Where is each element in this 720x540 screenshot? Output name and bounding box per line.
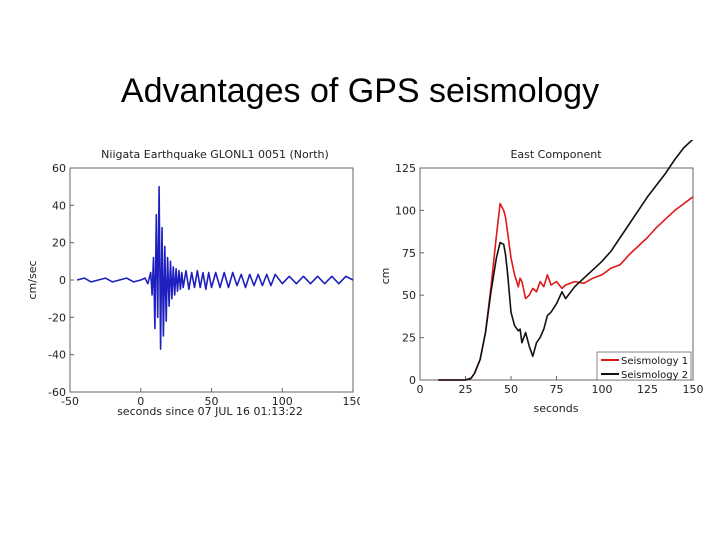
y-tick-label: 100 (395, 204, 416, 217)
y-tick-label: -60 (48, 386, 66, 399)
series-line-1 (76, 185, 354, 350)
y-tick-label: 0 (59, 274, 66, 287)
x-tick-label: 25 (459, 383, 473, 396)
legend-label-1: Seismology 1 (621, 356, 688, 367)
y-tick-label: 125 (395, 162, 416, 175)
x-tick-label: 150 (343, 395, 361, 408)
y-tick-label: 75 (402, 247, 416, 260)
y-tick-label: 40 (52, 199, 66, 212)
x-tick-label: 50 (205, 395, 219, 408)
y-tick-label: 25 (402, 332, 416, 345)
x-axis-label: seconds (534, 402, 579, 415)
legend-label-2: Seismology 2 (621, 370, 688, 381)
series-group (76, 185, 354, 350)
plot-frame (419, 167, 694, 381)
chart-title: Niigata Earthquake GLONL1 0051 (North) (101, 148, 329, 161)
chart-title: East Component (510, 148, 602, 161)
plot-frame (69, 167, 354, 393)
legend-box (596, 351, 692, 381)
y-tick-label: -20 (48, 311, 66, 324)
x-tick-label: 100 (272, 395, 293, 408)
y-tick-label: 60 (52, 162, 66, 175)
x-tick-label: -50 (61, 395, 79, 408)
x-axis-label: seconds since 07 JUL 16 01:13:22 (117, 405, 303, 418)
series-line-1 (438, 196, 694, 381)
series-group (438, 140, 694, 381)
x-tick-label: 75 (550, 383, 564, 396)
x-tick-label: 125 (637, 383, 658, 396)
x-tick-label: 0 (417, 383, 424, 396)
y-axis-label: cm/sec (26, 260, 39, 299)
y-tick-label: 50 (402, 289, 416, 302)
tick-group: 0 25 50 75 100 125 150 0 25 50 75 100 125 (395, 162, 704, 396)
velocity-chart: Niigata Earthquake GLONL1 0051 (North) -… (26, 148, 360, 418)
x-tick-label: 50 (504, 383, 518, 396)
x-tick-label: 100 (592, 383, 613, 396)
tick-group: -50 0 50 100 150 -60 -40 -20 0 20 40 60 (48, 162, 360, 408)
legend: Seismology 1 Seismology 2 (596, 351, 692, 381)
series-line-2 (438, 140, 694, 381)
y-axis-label: cm (379, 268, 392, 285)
y-tick-label: 20 (52, 237, 66, 250)
y-tick-label: 0 (409, 374, 416, 387)
y-tick-label: -40 (48, 349, 66, 362)
displacement-chart: East Component 0 25 50 75 100 125 150 0 25 50 75 10… (379, 140, 704, 415)
slide-title: Advantages of GPS seismology (120, 72, 600, 110)
x-tick-label: 0 (137, 395, 144, 408)
x-tick-label: 150 (683, 383, 704, 396)
